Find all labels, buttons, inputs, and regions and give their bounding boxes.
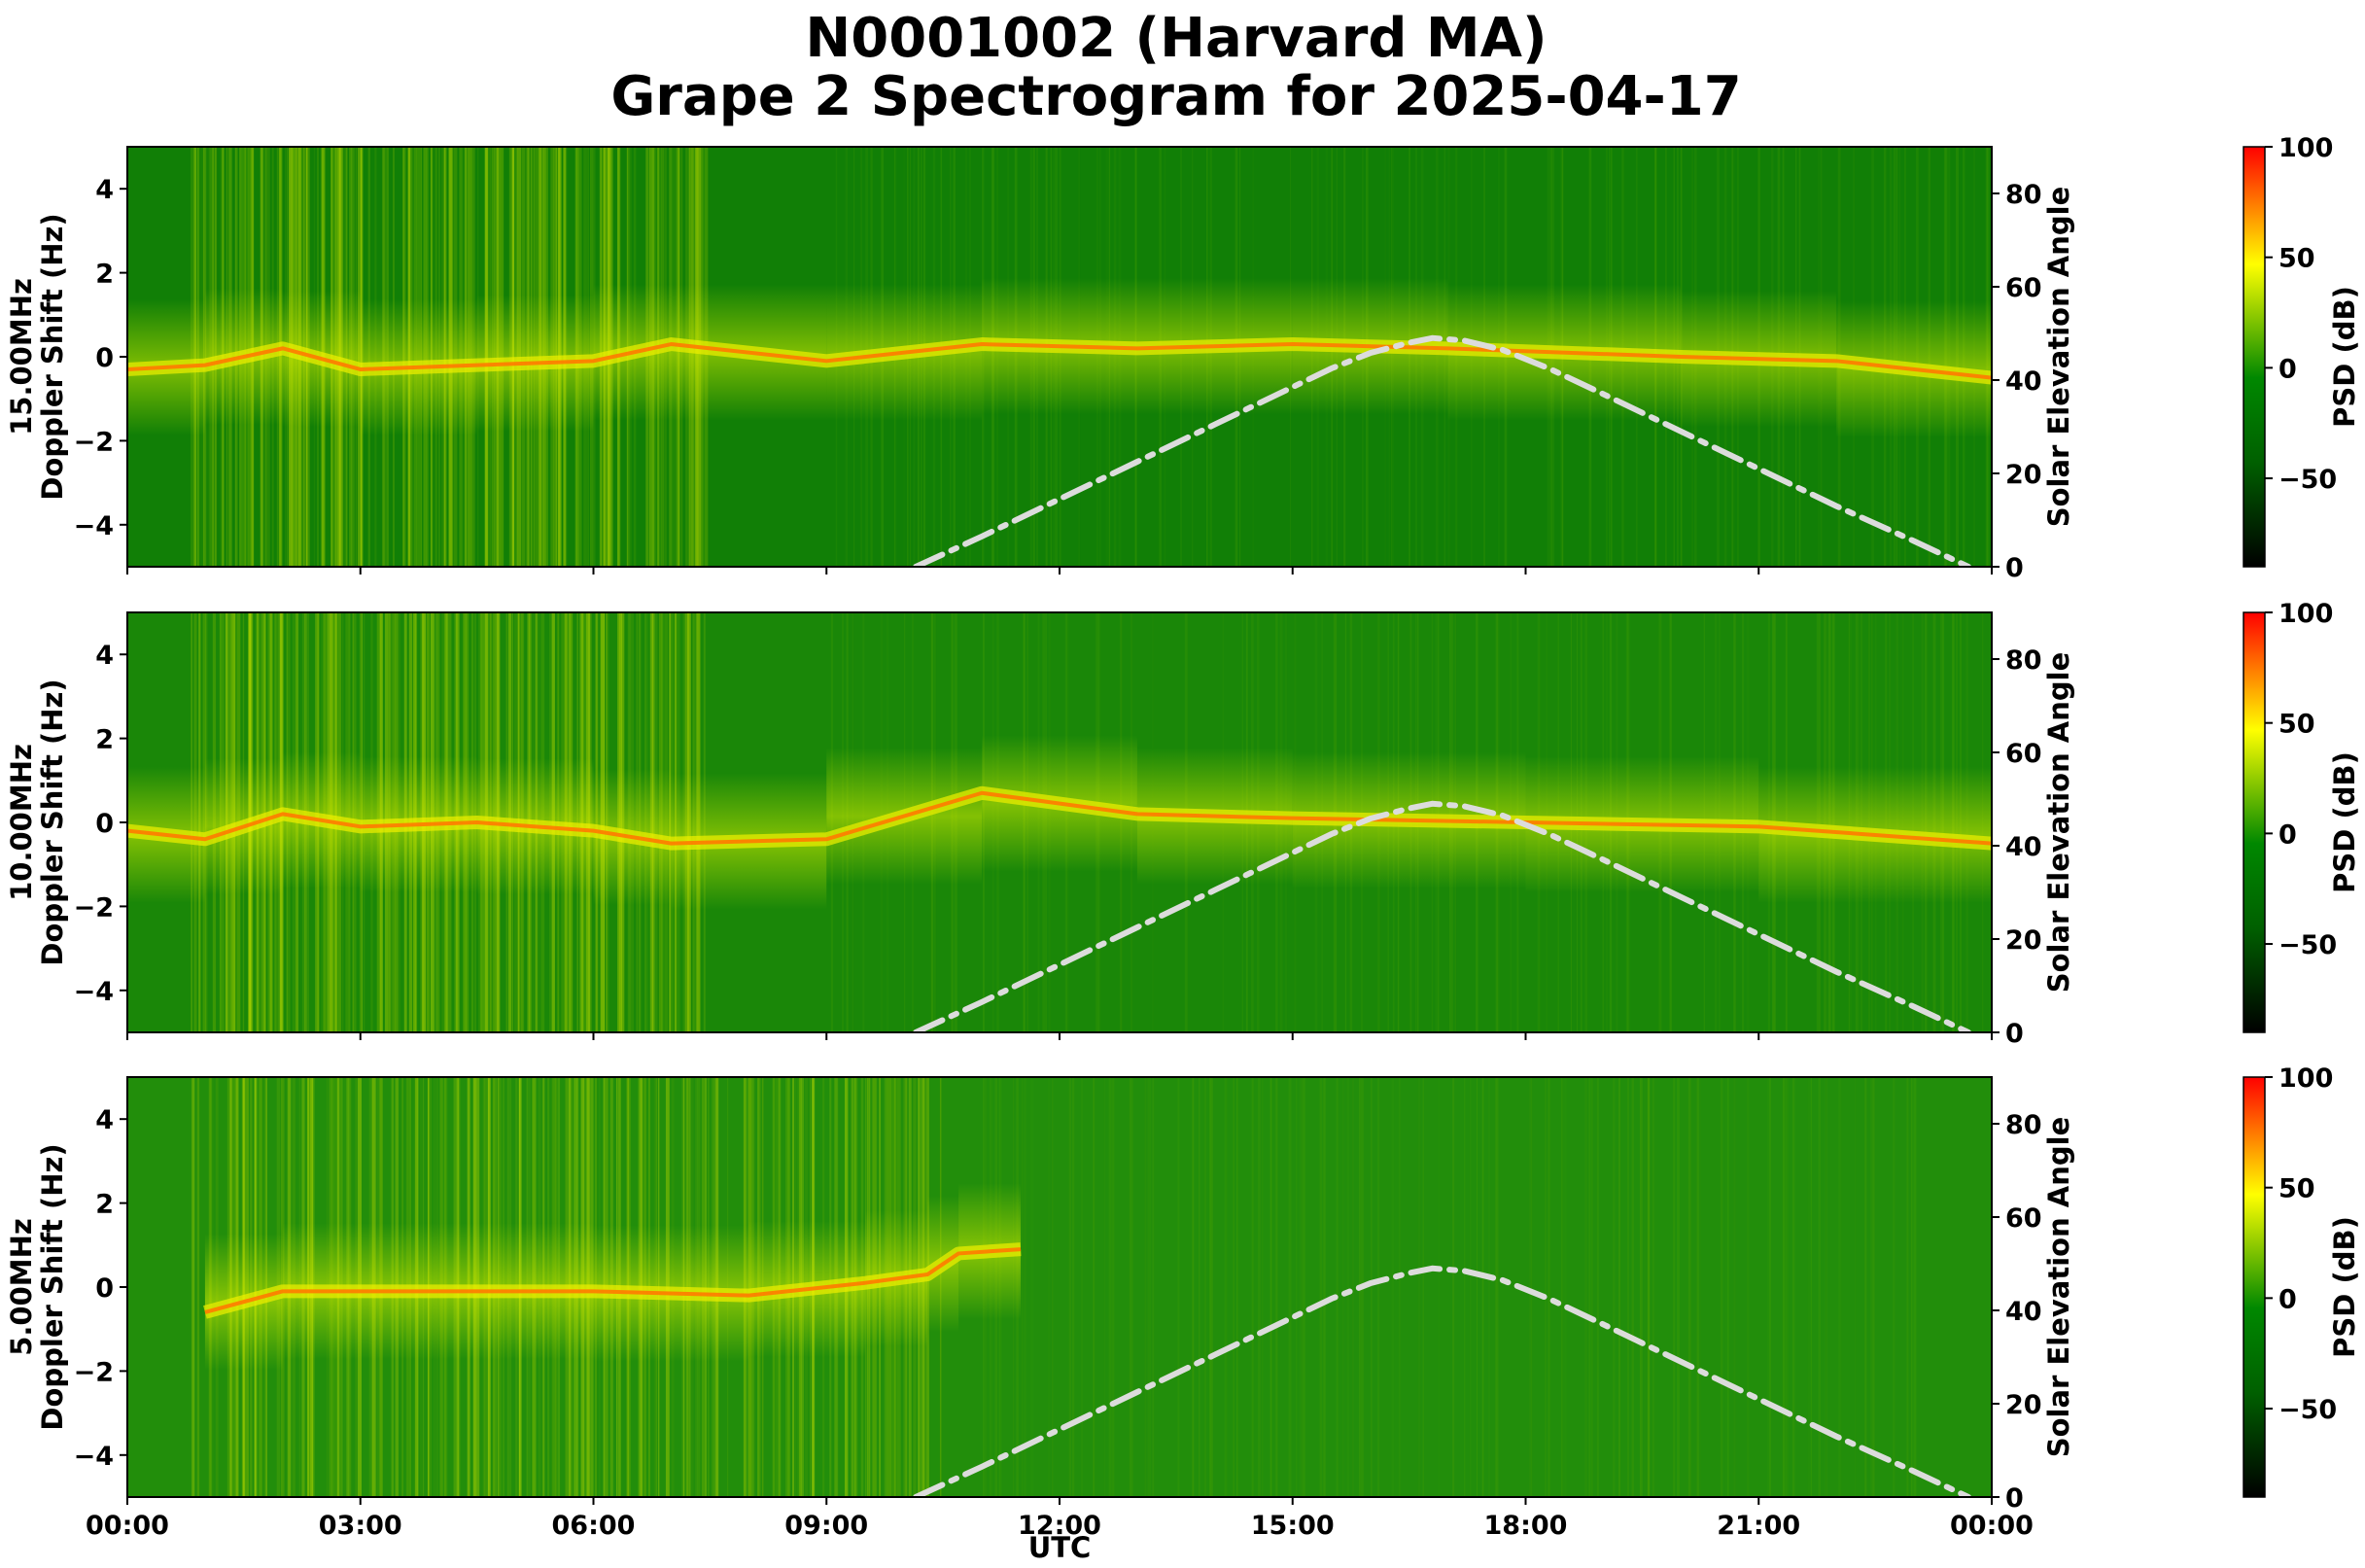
y-left-tick-label: 0 xyxy=(95,1273,114,1304)
x-tick-label: 06:00 xyxy=(552,1511,636,1541)
colorbar-tick-label: 100 xyxy=(2278,133,2333,163)
colorbar-label: PSD (dB) xyxy=(2328,1216,2361,1358)
panel-y-axis-label: Doppler Shift (Hz) xyxy=(36,213,69,500)
solar-elevation-axis-label: Solar Elevation Angle xyxy=(2042,187,2075,528)
colorbar-gradient xyxy=(2243,611,2266,1033)
doppler-trace xyxy=(204,1247,1022,1314)
colorbar-tick-label: 0 xyxy=(2278,354,2297,384)
spectrogram-5mhz xyxy=(127,1077,1992,1497)
y-right-tick-label: 20 xyxy=(2005,460,2042,490)
colorbar-tick-label: 0 xyxy=(2278,1284,2297,1314)
y-right-tick-label: 80 xyxy=(2005,1110,2042,1140)
colorbar-gradient xyxy=(2243,146,2266,568)
colorbar-tick-label: −50 xyxy=(2278,465,2337,495)
colorbar-5mhz: 100 50 0 −50 PSD (dB) xyxy=(2243,1063,2361,1498)
y-right-tick-label: 0 xyxy=(2005,1019,2024,1049)
x-tick-label: 00:00 xyxy=(1950,1511,2034,1541)
panel-y-axis-label: Doppler Shift (Hz) xyxy=(36,1143,69,1430)
x-axis-label: UTC xyxy=(1028,1531,1092,1564)
panel-y-axis-label: Doppler Shift (Hz) xyxy=(36,679,69,965)
solar-elevation-line xyxy=(913,800,1972,1032)
x-tick-label: 09:00 xyxy=(784,1511,868,1541)
y-left-tick-label: −2 xyxy=(74,1357,114,1387)
colorbar-gradient xyxy=(2243,1076,2266,1498)
y-right-tick-label: 80 xyxy=(2005,180,2042,210)
y-right-tick-label: 60 xyxy=(2005,739,2042,769)
panel-frequency-label: 5.00MHz xyxy=(5,1218,38,1356)
y-left-tick-label: −4 xyxy=(74,977,114,1007)
solar-elevation-line xyxy=(913,1265,1972,1497)
colorbar-tick-label: −50 xyxy=(2278,1395,2337,1425)
colorbar-tick-label: 50 xyxy=(2278,1174,2315,1204)
y-left-tick-label: 4 xyxy=(95,1105,114,1135)
colorbar-tick-label: 100 xyxy=(2278,1063,2333,1094)
x-tick-label: 15:00 xyxy=(1251,1511,1335,1541)
y-right-tick-label: 40 xyxy=(2005,832,2042,862)
x-tick-label: 18:00 xyxy=(1484,1511,1568,1541)
y-right-tick-label: 80 xyxy=(2005,645,2042,676)
solar-elevation-axis-label: Solar Elevation Angle xyxy=(2042,1117,2075,1458)
y-left-tick-label: −4 xyxy=(74,1442,114,1472)
y-left-tick-label: 0 xyxy=(95,343,114,373)
panel-frequency-label: 15.00MHz xyxy=(5,278,38,436)
chart-title-line1: N0001002 (Harvard MA) xyxy=(805,7,1547,70)
y-right-tick-label: 60 xyxy=(2005,1203,2042,1234)
y-left-tick-label: 2 xyxy=(95,260,114,290)
chart-title-line2: Grape 2 Spectrogram for 2025-04-17 xyxy=(610,65,1741,128)
y-left-tick-label: 4 xyxy=(95,175,114,205)
y-right-tick-label: 40 xyxy=(2005,1297,2042,1327)
colorbar-label: PSD (dB) xyxy=(2328,751,2361,893)
colorbar-tick-label: −50 xyxy=(2278,930,2337,960)
x-tick-label: 03:00 xyxy=(319,1511,402,1541)
y-right-tick-label: 0 xyxy=(2005,553,2024,583)
colorbar-tick-label: 100 xyxy=(2278,599,2333,629)
y-right-tick-label: 40 xyxy=(2005,366,2042,397)
y-right-tick-label: 0 xyxy=(2005,1483,2024,1514)
colorbar-tick-label: 0 xyxy=(2278,819,2297,850)
doppler-trace xyxy=(127,342,1992,380)
colorbar-label: PSD (dB) xyxy=(2328,286,2361,428)
y-right-tick-label: 60 xyxy=(2005,273,2042,303)
y-left-tick-label: 2 xyxy=(95,725,114,755)
colorbar-tick-label: 50 xyxy=(2278,710,2315,740)
y-left-tick-label: 4 xyxy=(95,641,114,671)
x-tick-label: 21:00 xyxy=(1717,1511,1800,1541)
solar-elevation-axis-label: Solar Elevation Angle xyxy=(2042,652,2075,993)
y-left-tick-label: 0 xyxy=(95,809,114,839)
y-right-tick-label: 20 xyxy=(2005,1390,2042,1420)
spectrogram-10mhz xyxy=(127,612,1992,1032)
y-left-tick-label: −2 xyxy=(74,427,114,457)
solar-elevation-line xyxy=(913,334,1972,567)
y-left-tick-label: 2 xyxy=(95,1190,114,1220)
colorbar-10mhz: 100 50 0 −50 PSD (dB) xyxy=(2243,599,2361,1033)
y-right-tick-label: 20 xyxy=(2005,925,2042,956)
y-left-tick-label: −4 xyxy=(74,511,114,541)
x-tick-label: 12:00 xyxy=(1018,1511,1101,1541)
doppler-trace xyxy=(127,790,1992,846)
colorbar-15mhz: 100 50 0 −50 PSD (dB) xyxy=(2243,133,2361,568)
x-tick-label: 00:00 xyxy=(86,1511,169,1541)
colorbar-tick-label: 50 xyxy=(2278,244,2315,274)
spectrogram-15mhz xyxy=(127,147,1992,567)
y-left-tick-label: −2 xyxy=(74,892,114,923)
panel-frequency-label: 10.00MHz xyxy=(5,744,38,901)
